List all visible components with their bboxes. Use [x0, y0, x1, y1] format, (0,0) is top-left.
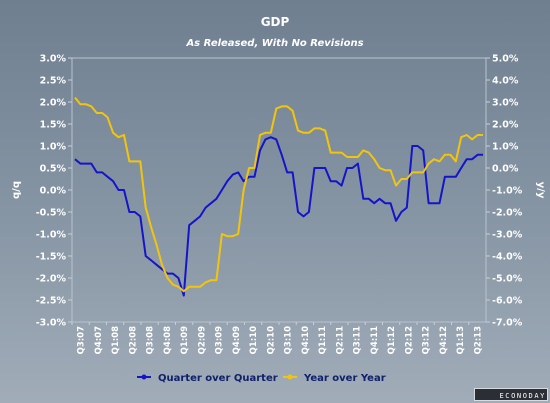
y-left-tick-label: 1.0%	[40, 142, 67, 153]
legend-label-qoq: Quarter over Quarter	[158, 373, 278, 384]
y-right-tick-label: 4.0%	[492, 76, 519, 87]
series-layer	[74, 96, 483, 297]
x-tick-label: Q3:08	[146, 326, 156, 354]
y-right-tick-label: 3.0%	[492, 98, 519, 109]
x-tick-label: Q1:13	[456, 326, 466, 354]
y-right-tick-label: -5.0%	[492, 274, 523, 285]
x-tick-label: Q1:08	[111, 326, 121, 354]
y-right-tick-label: 0.0%	[492, 164, 519, 175]
y-right-tick-label: 2.0%	[492, 120, 519, 131]
x-tick-label: Q2:08	[128, 326, 138, 354]
x-tick-label: Q3:10	[284, 326, 294, 354]
chart-title: GDP	[261, 15, 290, 29]
y-right-tick-label: -4.0%	[492, 252, 523, 263]
y-left-tick-label: -1.5%	[36, 252, 67, 263]
y-axis-right: 5.0% 4.0% 3.0% 2.0% 1.0% 0.0% -1.0% -2.0% -3.0% -…	[486, 54, 523, 329]
y-right-tick-label: -6.0%	[492, 296, 523, 307]
y-right-tick-label: -1.0%	[492, 186, 523, 197]
y-left-tick-label: -3.0%	[36, 318, 67, 329]
x-axis: Q3:07 Q4:07 Q1:08 Q2:08 Q3:08 Q4:08 Q1:09 Q2:09…	[71, 322, 483, 354]
x-tick-label: Q4:07	[94, 326, 104, 354]
y-axis-left: 3.0% 2.5% 2.0% 1.5% 1.0% 0.5% 0.0% -0.5% -1.0% -1…	[36, 54, 72, 329]
series-line-year-over-year	[74, 96, 483, 293]
y-left-tick-label: 3.0%	[40, 54, 67, 65]
x-tick-label: Q1:10	[249, 326, 259, 354]
plot-area	[71, 57, 487, 323]
x-tick-label: Q2:11	[335, 326, 345, 354]
x-tick-label: Q1:11	[318, 326, 328, 354]
y-axis-right-label: y/y	[535, 182, 546, 199]
x-tick-label: Q4:08	[163, 326, 173, 354]
y-left-tick-label: 2.0%	[40, 98, 67, 109]
x-tick-label: Q1:12	[387, 326, 397, 354]
y-right-tick-label: -3.0%	[492, 230, 523, 241]
series-line-quarter-over-quarter	[74, 136, 483, 297]
x-tick-label: Q3:09	[215, 326, 225, 354]
x-tick-label: Q4:10	[301, 326, 311, 354]
y-left-tick-label: -0.5%	[36, 208, 67, 219]
y-right-tick-label: 1.0%	[492, 142, 519, 153]
y-axis-left-label: q/q	[11, 181, 22, 199]
legend-marker-yoy	[287, 374, 293, 380]
plot-border	[71, 57, 487, 323]
chart-subtitle: As Released, With No Revisions	[185, 38, 363, 49]
y-right-tick-label: -2.0%	[492, 208, 523, 219]
x-tick-label: Q3:12	[422, 326, 432, 354]
x-tick-label: Q2:12	[404, 326, 414, 354]
y-left-tick-label: 2.5%	[40, 76, 67, 87]
legend: Quarter over Quarter Year over Year	[137, 373, 386, 384]
y-left-tick-label: 0.0%	[40, 186, 67, 197]
x-tick-label: Q1:09	[180, 326, 190, 354]
brand-logo-text: ECONODAY	[499, 392, 546, 400]
brand-logo	[474, 388, 548, 401]
y-left-tick-label: 1.5%	[40, 120, 67, 131]
y-left-tick-label: -2.0%	[36, 274, 67, 285]
x-tick-label: Q2:09	[197, 326, 207, 354]
x-tick-label: Q4:12	[439, 326, 449, 354]
y-left-tick-label: -1.0%	[36, 230, 67, 241]
legend-marker-qoq	[141, 374, 147, 380]
legend-label-yoy: Year over Year	[303, 373, 386, 384]
x-tick-label: Q4:09	[232, 326, 242, 354]
y-left-tick-label: 0.5%	[40, 164, 67, 175]
x-tick-label: Q2:13	[473, 326, 483, 354]
x-tick-label: Q2:10	[266, 326, 276, 354]
x-tick-label: Q3:07	[77, 326, 87, 354]
legend-item-yoy: Year over Year	[283, 373, 386, 384]
x-tick-label: Q4:11	[370, 326, 380, 354]
x-tick-label: Q3:11	[353, 326, 363, 354]
y-right-tick-label: -7.0%	[492, 318, 523, 329]
y-right-tick-label: 5.0%	[492, 54, 519, 65]
y-left-tick-label: -2.5%	[36, 296, 67, 307]
legend-item-qoq: Quarter over Quarter	[137, 373, 278, 384]
